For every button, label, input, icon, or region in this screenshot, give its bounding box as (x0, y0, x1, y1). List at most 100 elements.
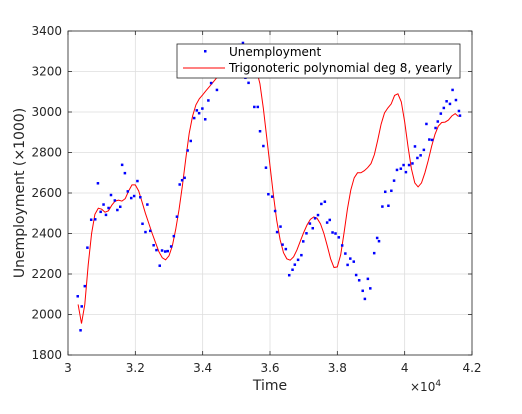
scatter-point (169, 245, 173, 248)
scatter-point (381, 205, 384, 208)
scatter-point (120, 163, 124, 167)
scatter-point (334, 232, 337, 235)
scatter-point (287, 273, 291, 277)
x-tick-label: 4.2 (462, 361, 481, 375)
scatter-point (180, 178, 184, 182)
scatter-point (305, 232, 308, 235)
scatter-point (349, 257, 352, 260)
y-tick-label: 2400 (31, 227, 62, 241)
scatter-point (275, 230, 279, 234)
scatter-point (126, 190, 130, 193)
scatter-point (256, 105, 260, 109)
x-tick-label: 3 (64, 361, 72, 375)
scatter-point (328, 218, 332, 222)
scatter-point (86, 246, 89, 249)
scatter-point (445, 100, 448, 103)
scatter-point (416, 156, 419, 160)
scatter-point (102, 203, 105, 206)
scatter-point (129, 196, 133, 200)
scatter-point (344, 252, 347, 255)
scatter-point (107, 206, 110, 210)
scatter-point (302, 240, 305, 243)
scatter-point (175, 215, 179, 218)
scatter-point (123, 171, 127, 175)
scatter-point (320, 202, 323, 206)
scatter-point (354, 273, 358, 277)
scatter-point (189, 139, 192, 143)
y-tick-label: 2000 (31, 308, 62, 322)
scatter-point (404, 170, 408, 174)
scatter-point (119, 205, 122, 209)
scatter-point (192, 116, 196, 120)
y-tick-label: 2800 (31, 146, 62, 160)
scatter-point (331, 231, 334, 234)
legend: Unemployment Trigonoteric polynomial deg… (176, 43, 461, 79)
scatter-point (436, 120, 440, 123)
scatter-point (454, 98, 458, 102)
scatter-point (419, 154, 422, 157)
scatter-point (372, 251, 376, 255)
scatter-point (116, 208, 119, 212)
scatter-point (132, 194, 136, 198)
fit-curve-layer (77, 61, 459, 324)
scatter-point (425, 122, 428, 126)
scatter-point (158, 264, 161, 267)
scatter-point (183, 176, 186, 180)
scatter-point (144, 230, 147, 234)
scatter-point (267, 192, 270, 196)
scatter-point (139, 196, 142, 199)
scatter-point (448, 102, 452, 106)
x-exponent-label: ×104 (410, 379, 441, 394)
scatter-point (178, 183, 181, 186)
scatter-point (247, 81, 250, 85)
scatter-point (136, 179, 139, 183)
y-tick-label: 1800 (31, 348, 62, 362)
scatter-point (293, 263, 297, 266)
scatter-point (104, 213, 108, 217)
legend-label-scatter: Unemployment (229, 45, 322, 59)
scatter-point (76, 295, 79, 298)
y-tick-labels: 1800 2000 2200 2400 2600 2800 3000 3200 3400 (31, 24, 62, 362)
scatter-point (152, 243, 155, 247)
legend-marker-scatter (204, 50, 207, 53)
scatter-point (313, 217, 317, 220)
scatter-point (439, 112, 443, 115)
scatter-point (80, 305, 83, 308)
x-tick-label: 3.8 (328, 361, 347, 375)
tick-marks (67, 30, 473, 356)
y-tick-label: 3400 (31, 24, 62, 38)
y-tick-label: 2600 (31, 186, 62, 200)
scatter-point (291, 268, 294, 271)
scatter-point (340, 244, 344, 247)
scatter-point (186, 149, 189, 152)
scatter-point (279, 225, 282, 228)
scatter-point (428, 138, 431, 141)
scatter-point (264, 166, 268, 169)
x-tick-label: 4 (401, 361, 409, 375)
scatter-point (337, 236, 341, 239)
y-tick-label: 3200 (31, 65, 62, 79)
scatter-point (346, 263, 349, 267)
scatter-point (308, 222, 312, 225)
scatter-point (96, 182, 100, 185)
scatter-point (253, 105, 256, 109)
scatter-point (458, 114, 462, 117)
scatter-point (413, 145, 417, 148)
scatter-point (83, 284, 87, 288)
scatter-point (148, 229, 152, 233)
scatter-point (407, 163, 411, 167)
legend-label-fit: Trigonoteric polynomial deg 8, yearly (228, 61, 452, 75)
scatter-point (390, 189, 393, 193)
scatter-point (89, 218, 93, 221)
scatter-point (113, 199, 117, 202)
scatter-point (262, 144, 265, 148)
scatter-point (270, 195, 274, 198)
scatter-point (434, 126, 437, 130)
scatter-point (203, 118, 207, 121)
fit-curve (77, 61, 459, 324)
scatter-point (163, 250, 167, 253)
scatter-point (166, 249, 170, 253)
scatter-point (430, 138, 434, 142)
scatter-point (457, 109, 461, 113)
scatter-point (395, 168, 399, 172)
